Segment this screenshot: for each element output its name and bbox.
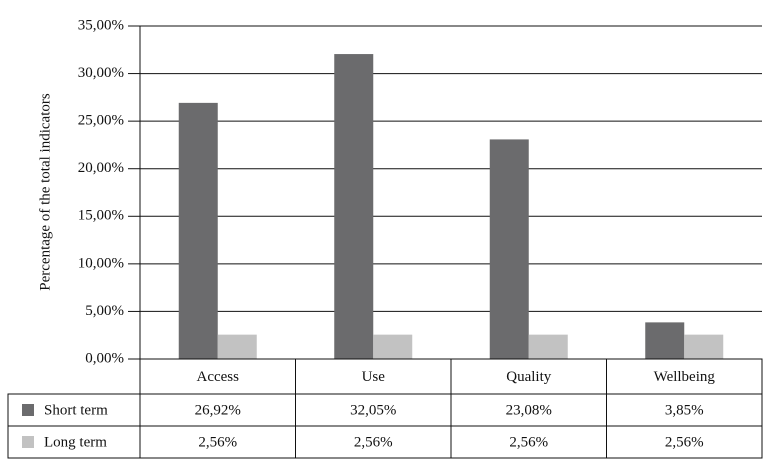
data-label: 2,56% — [509, 434, 548, 450]
y-tick-label: 10,00% — [78, 255, 124, 271]
data-label: 2,56% — [198, 434, 237, 450]
y-axis-label: Percentage of the total indicators — [37, 93, 53, 291]
x-tick-label: Quality — [506, 369, 551, 385]
y-tick-label: 5,00% — [85, 303, 124, 319]
legend-label: Short term — [44, 402, 108, 418]
data-label: 2,56% — [665, 434, 704, 450]
x-tick-label: Wellbeing — [654, 369, 716, 385]
y-tick-label: 25,00% — [78, 113, 124, 129]
y-tick-label: 15,00% — [78, 208, 124, 224]
bar — [645, 322, 685, 359]
bar — [373, 334, 413, 359]
y-tick-label: 0,00% — [85, 350, 124, 366]
y-tick-label: 35,00% — [78, 17, 124, 33]
data-label: 23,08% — [506, 402, 552, 418]
bar — [684, 334, 724, 359]
legend-label: Long term — [44, 434, 107, 450]
bar — [334, 54, 374, 360]
bar — [489, 139, 529, 359]
y-tick-label: 20,00% — [78, 160, 124, 176]
bar — [217, 334, 257, 359]
data-label: 3,85% — [665, 402, 704, 418]
data-label: 26,92% — [195, 402, 241, 418]
data-label: 32,05% — [350, 402, 396, 418]
bar — [178, 102, 218, 359]
bar — [528, 334, 568, 359]
legend-marker — [22, 436, 34, 448]
legend-marker — [22, 404, 34, 416]
x-tick-label: Use — [362, 369, 386, 385]
y-tick-label: 30,00% — [78, 65, 124, 81]
data-label: 2,56% — [354, 434, 393, 450]
x-tick-label: Access — [197, 369, 240, 385]
